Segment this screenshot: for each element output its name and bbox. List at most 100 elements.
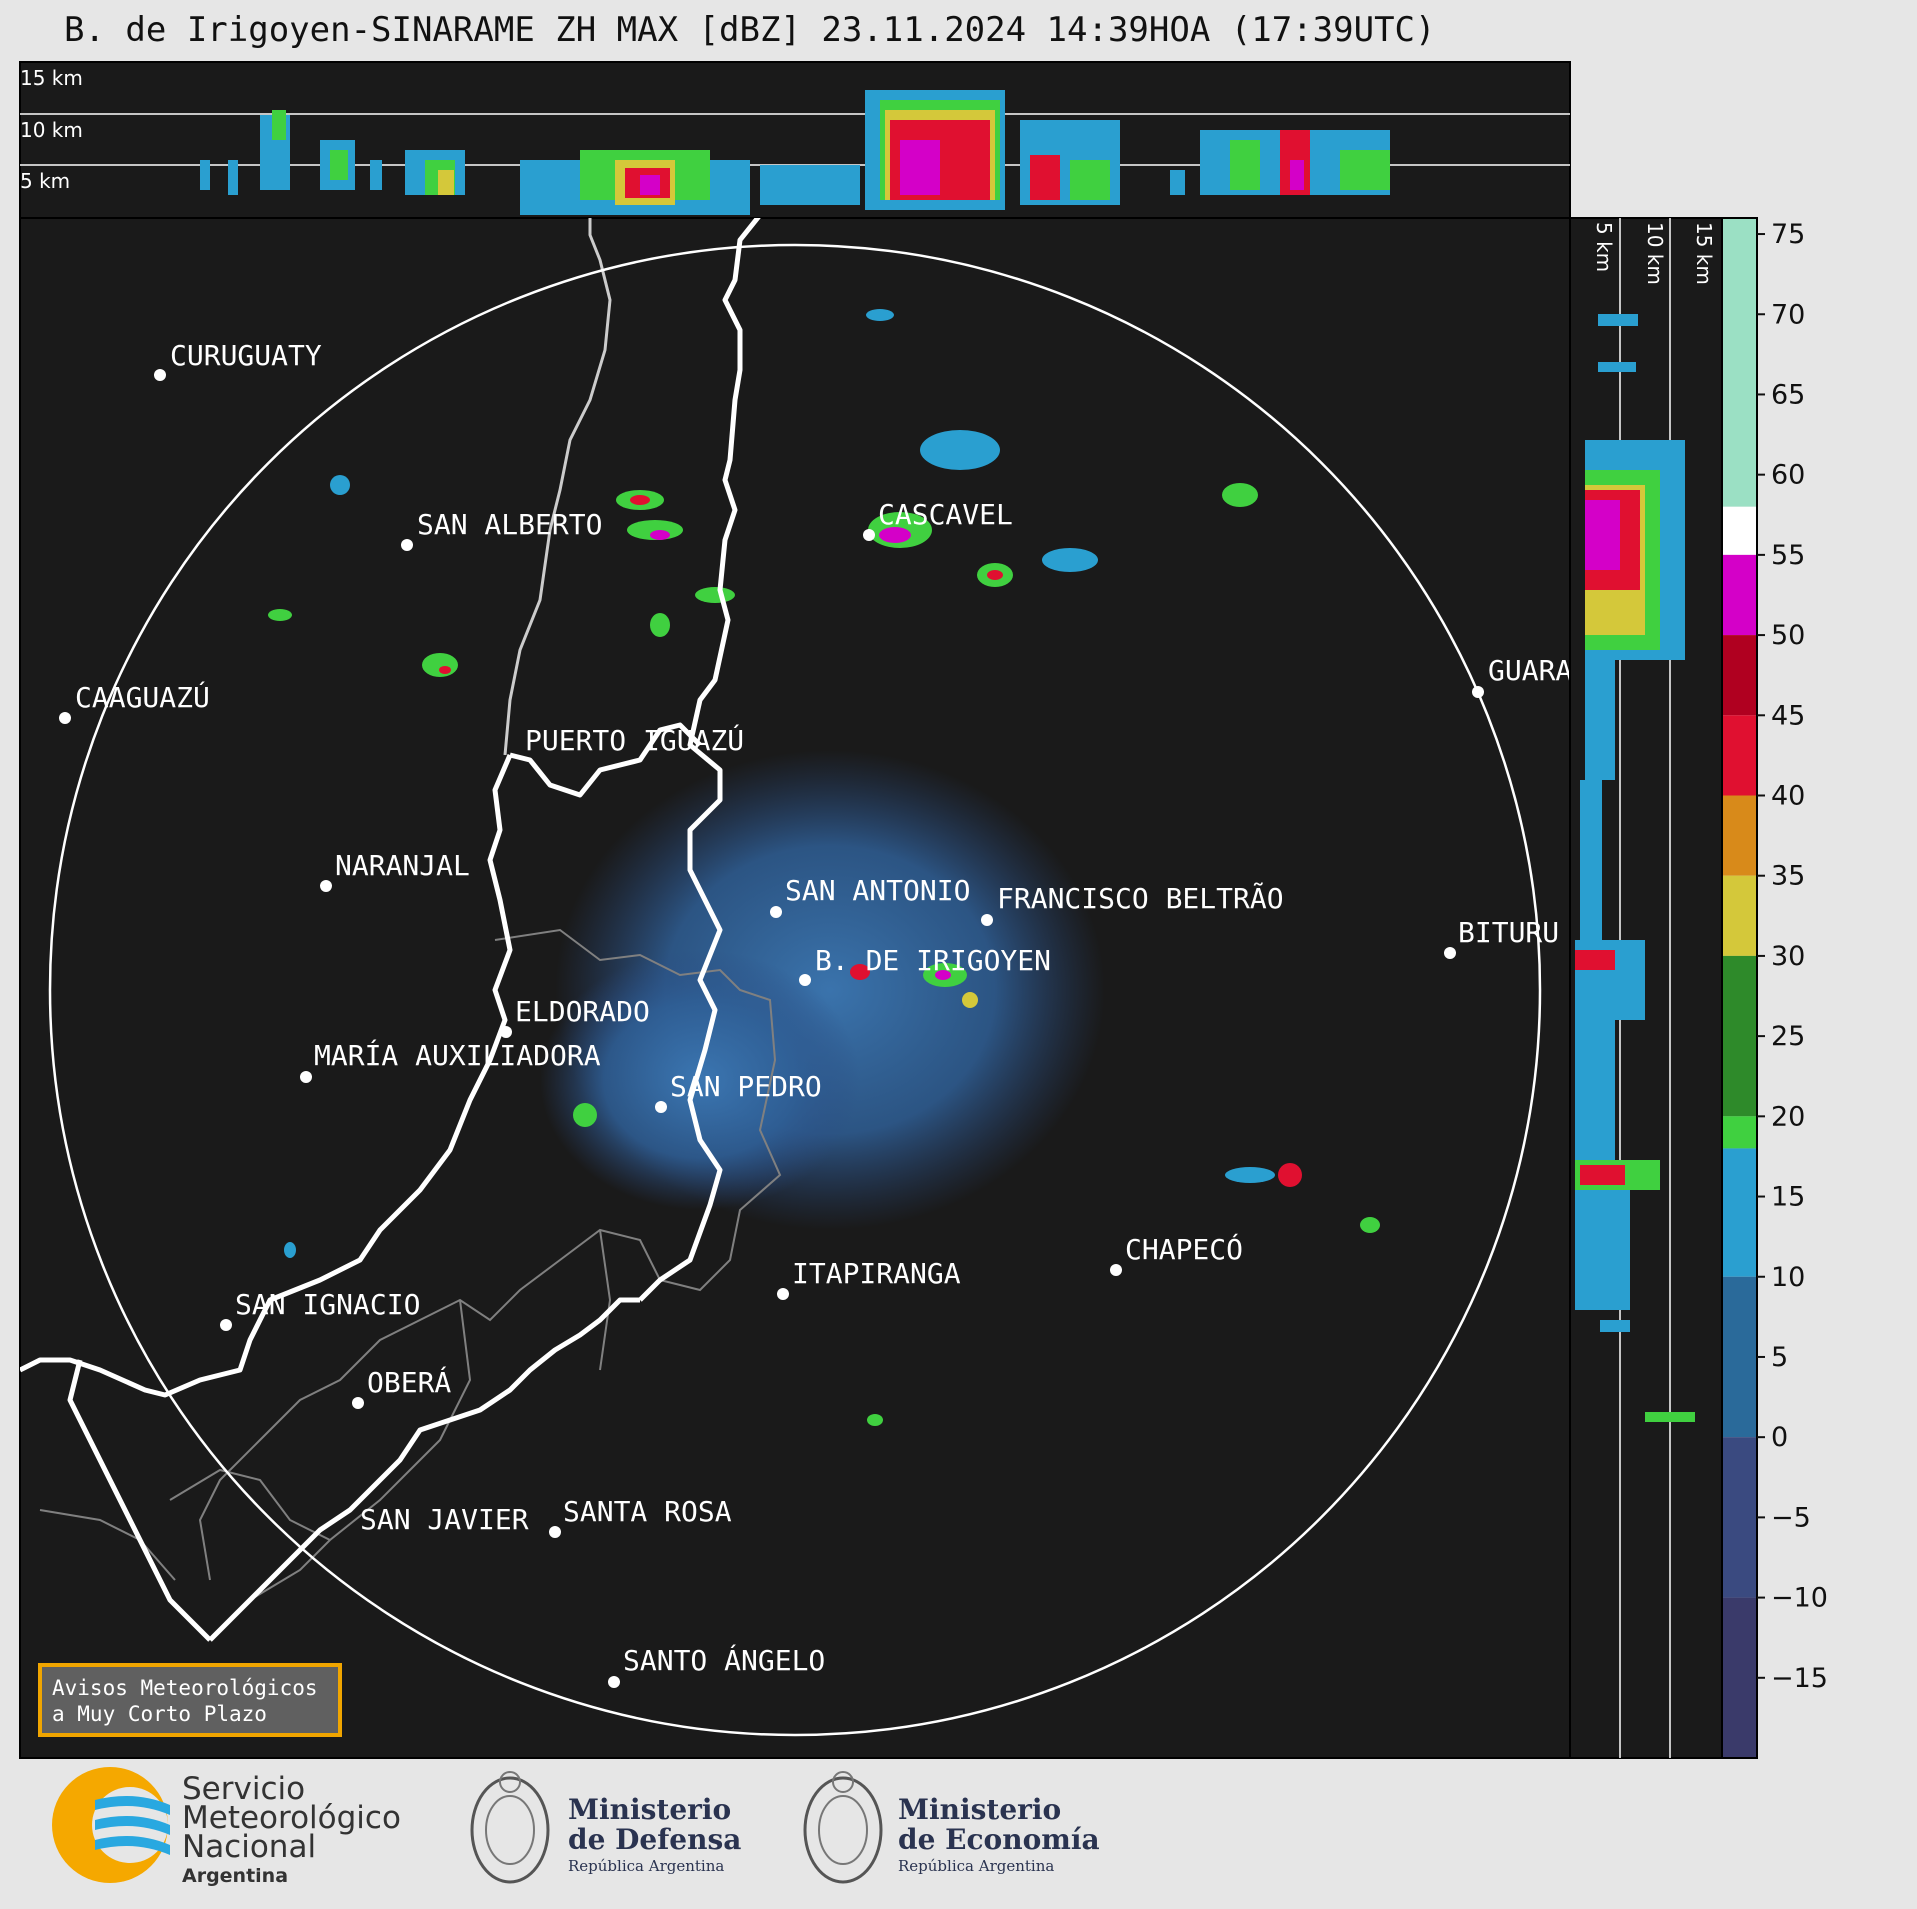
radar-map: CURUGUATY SAN ALBERTO CASCAVEL CAAGUAZÚ … (19, 217, 1572, 1759)
colorbar-tick-label: 20 (1771, 1101, 1805, 1132)
colorbar-tick-label: 10 (1771, 1262, 1805, 1293)
svg-text:B. DE IRIGOYEN: B. DE IRIGOYEN (815, 944, 1051, 977)
top-alt-label: 10 km (20, 118, 83, 142)
economia-seal-icon (803, 1771, 883, 1884)
colorbar-tick-label: 60 (1771, 460, 1805, 491)
city-san-antonio: SAN ANTONIO (770, 874, 970, 918)
colorbar-band (1722, 1276, 1757, 1438)
svg-text:CHAPECÓ: CHAPECÓ (1125, 1232, 1243, 1266)
economia-line: de Economía (898, 1823, 1100, 1856)
alert-box-line: a Muy Corto Plazo (52, 1702, 267, 1726)
city-markers: CURUGUATY SAN ALBERTO CASCAVEL CAAGUAZÚ … (59, 339, 1572, 1688)
svg-text:ELDORADO: ELDORADO (515, 995, 650, 1028)
side-alt-label: 15 km (1692, 222, 1716, 285)
svg-text:NARANJAL: NARANJAL (335, 849, 470, 882)
range-ring (48, 243, 1542, 1737)
smn-line: Meteorológico (182, 1800, 401, 1836)
colorbar-band (1722, 635, 1757, 716)
side-alt-label: 10 km (1643, 222, 1667, 285)
colorbar-tick-label: −10 (1771, 1583, 1828, 1614)
colorbar-tick-label: 30 (1771, 941, 1805, 972)
colorbar-band (1722, 715, 1757, 796)
chart-title: B. de Irigoyen-SINARAME ZH MAX [dBZ] 23.… (64, 10, 1436, 50)
economia-line: Ministerio (898, 1793, 1062, 1826)
colorbar-tick-label: 25 (1771, 1021, 1805, 1052)
city-eldorado: ELDORADO (500, 995, 650, 1038)
svg-text:BITURU: BITURU (1458, 916, 1559, 949)
svg-text:GUARA: GUARA (1488, 654, 1572, 687)
svg-text:SAN ALBERTO: SAN ALBERTO (417, 508, 602, 541)
colorbar-band (1722, 1116, 1757, 1149)
colorbar-tick-label: 75 (1771, 219, 1805, 250)
economia-line: República Argentina (898, 1857, 1055, 1875)
province-borders (39, 928, 782, 1601)
colorbar-tick-label: −5 (1771, 1502, 1811, 1533)
colorbar-tick-label: −15 (1771, 1663, 1828, 1694)
colorbar-band (1722, 506, 1757, 555)
svg-text:SAN IGNACIO: SAN IGNACIO (235, 1288, 420, 1321)
city-san-alberto: SAN ALBERTO (401, 508, 602, 551)
city-puerto-iguazu: PUERTO IGUAZÚ (525, 723, 744, 757)
city-cascavel: CASCAVEL (863, 498, 1013, 541)
city-san-pedro: SAN PEDRO (655, 1070, 822, 1113)
city-francisco-beltrao: FRANCISCO BELTRÃO (981, 882, 1284, 926)
top-alt-label: 15 km (20, 66, 83, 90)
svg-text:CAAGUAZÚ: CAAGUAZÚ (75, 680, 210, 714)
city-bituru: BITURU (1444, 916, 1559, 959)
defensa-line: República Argentina (568, 1857, 725, 1875)
country-borders (20, 218, 761, 1642)
echo-field (540, 950, 860, 1210)
colorbar-band (1722, 1597, 1757, 1758)
colorbar-tick-label: 15 (1771, 1182, 1805, 1213)
colorbar-tick-label: 45 (1771, 700, 1805, 731)
colorbar-band (1722, 955, 1757, 1117)
svg-text:PUERTO IGUAZÚ: PUERTO IGUAZÚ (525, 723, 744, 757)
svg-text:MARÍA AUXILIADORA: MARÍA AUXILIADORA (314, 1038, 601, 1072)
svg-text:FRANCISCO BELTRÃO: FRANCISCO BELTRÃO (997, 882, 1284, 915)
city-curuguaty: CURUGUATY (154, 339, 322, 381)
colorbar-tick-label: 65 (1771, 379, 1805, 410)
defensa-logo-text: Ministerio de Defensa República Argentin… (568, 1795, 741, 1877)
city-chapeco: CHAPECÓ (1110, 1232, 1243, 1276)
alert-box-line: Avisos Meteorológicos (52, 1676, 318, 1700)
echo-cells (268, 309, 1380, 1426)
colorbar-band (1722, 875, 1757, 956)
city-caaguazu: CAAGUAZÚ (59, 680, 210, 724)
colorbar-tick-label: 5 (1771, 1342, 1788, 1373)
colorbar-band (1722, 1437, 1757, 1598)
svg-text:ITAPIRANGA: ITAPIRANGA (792, 1257, 961, 1290)
colorbar-band (1722, 1148, 1757, 1277)
city-santa-rosa: SANTA ROSA (549, 1495, 732, 1538)
colorbar-bands (1722, 218, 1757, 1758)
side-panel-echoes (1575, 314, 1695, 1422)
city-maria-auxiliadora: MARÍA AUXILIADORA (300, 1038, 601, 1083)
colorbar-band (1722, 218, 1757, 507)
svg-text:SAN PEDRO: SAN PEDRO (670, 1070, 822, 1103)
alert-box[interactable]: Avisos Meteorológicos a Muy Corto Plazo (38, 1663, 342, 1737)
colorbar-tick-label: 35 (1771, 861, 1805, 892)
smn-logo (52, 1767, 170, 1883)
colorbar-band (1722, 795, 1757, 876)
svg-text:CURUGUATY: CURUGUATY (170, 339, 322, 372)
smn-line: Argentina (182, 1865, 289, 1887)
svg-text:SANTA ROSA: SANTA ROSA (563, 1495, 732, 1528)
svg-text:SANTO ÁNGELO: SANTO ÁNGELO (623, 1643, 825, 1677)
colorbar-tick-label: 55 (1771, 540, 1805, 571)
defensa-line: Ministerio (568, 1793, 732, 1826)
city-santo-angelo: SANTO ÁNGELO (608, 1643, 825, 1688)
defensa-seal-icon (470, 1771, 550, 1884)
side-alt-label: 5 km (1592, 222, 1616, 272)
colorbar-band (1722, 554, 1757, 636)
city-itapiranga: ITAPIRANGA (777, 1257, 961, 1300)
city-san-ignacio: SAN IGNACIO (220, 1288, 420, 1331)
svg-text:SAN JAVIER: SAN JAVIER (360, 1503, 529, 1536)
top-panel-echoes (200, 90, 1390, 215)
svg-text:OBERÁ: OBERÁ (367, 1365, 451, 1399)
side-altitude-panel: 5 km 10 km 15 km (1569, 217, 1723, 1759)
city-b-de-irigoyen: B. DE IRIGOYEN (799, 944, 1051, 986)
city-guara: GUARA (1472, 654, 1572, 698)
colorbar-tick-label: 40 (1771, 781, 1805, 812)
